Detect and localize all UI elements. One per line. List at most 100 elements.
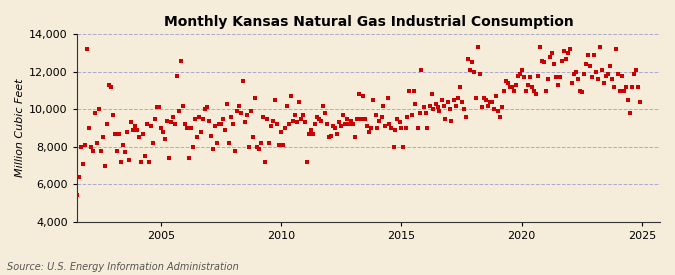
- Point: [282, 103, 293, 108]
- Point: [59, 128, 70, 132]
- Point: [446, 118, 457, 123]
- Point: [330, 126, 341, 130]
- Point: [386, 126, 397, 130]
- Point: [97, 135, 108, 140]
- Point: [504, 85, 515, 89]
- Point: [626, 85, 637, 89]
- Point: [270, 98, 281, 102]
- Point: [502, 81, 513, 85]
- Point: [418, 105, 429, 110]
- Point: [374, 118, 385, 123]
- Point: [434, 109, 445, 113]
- Point: [250, 96, 261, 100]
- Point: [558, 49, 569, 53]
- Point: [178, 103, 188, 108]
- Point: [254, 147, 265, 151]
- Point: [132, 128, 142, 132]
- Point: [300, 120, 310, 125]
- Point: [156, 126, 167, 130]
- Point: [494, 115, 505, 119]
- Point: [498, 88, 509, 93]
- Point: [262, 116, 273, 121]
- Point: [134, 135, 144, 140]
- Point: [226, 115, 237, 119]
- Point: [136, 160, 146, 164]
- Point: [366, 126, 377, 130]
- Point: [448, 98, 459, 102]
- Point: [352, 116, 363, 121]
- Point: [252, 145, 263, 149]
- Point: [432, 105, 443, 110]
- Point: [242, 113, 252, 117]
- Point: [552, 83, 563, 87]
- Point: [546, 51, 557, 55]
- Point: [334, 120, 345, 125]
- Point: [306, 128, 317, 132]
- Point: [256, 141, 267, 145]
- Point: [80, 143, 90, 147]
- Point: [472, 45, 483, 50]
- Point: [479, 96, 489, 100]
- Point: [514, 72, 525, 76]
- Point: [583, 53, 593, 57]
- Point: [157, 130, 168, 134]
- Point: [611, 47, 622, 51]
- Point: [302, 160, 313, 164]
- Point: [221, 101, 232, 106]
- Point: [597, 68, 608, 72]
- Point: [115, 160, 126, 164]
- Point: [564, 47, 575, 51]
- Point: [324, 135, 335, 140]
- Point: [464, 68, 475, 72]
- Point: [468, 70, 479, 74]
- Point: [566, 81, 577, 85]
- Point: [274, 143, 285, 147]
- Point: [84, 126, 95, 130]
- Point: [78, 161, 88, 166]
- Point: [163, 156, 174, 160]
- Point: [536, 58, 547, 63]
- Point: [234, 103, 244, 108]
- Point: [61, 145, 72, 149]
- Point: [382, 96, 393, 100]
- Point: [376, 115, 387, 119]
- Point: [82, 47, 92, 51]
- Point: [169, 122, 180, 127]
- Point: [442, 100, 453, 104]
- Point: [531, 92, 541, 97]
- Point: [496, 105, 507, 110]
- Point: [554, 75, 565, 80]
- Point: [430, 101, 441, 106]
- Point: [602, 72, 613, 76]
- Point: [533, 73, 543, 78]
- Point: [612, 72, 623, 76]
- Point: [460, 115, 471, 119]
- Point: [591, 70, 601, 74]
- Point: [119, 150, 130, 155]
- Point: [370, 113, 381, 117]
- Point: [454, 85, 465, 89]
- Point: [238, 79, 248, 83]
- Point: [456, 100, 467, 104]
- Text: Source: U.S. Energy Information Administration: Source: U.S. Energy Information Administ…: [7, 262, 238, 272]
- Point: [101, 122, 112, 127]
- Point: [188, 145, 198, 149]
- Point: [138, 131, 148, 136]
- Point: [587, 75, 597, 80]
- Point: [368, 98, 379, 102]
- Point: [230, 148, 240, 153]
- Point: [184, 156, 194, 160]
- Y-axis label: Million Cubic Feet: Million Cubic Feet: [15, 79, 25, 177]
- Point: [593, 77, 603, 81]
- Point: [508, 88, 519, 93]
- Point: [332, 131, 343, 136]
- Point: [614, 88, 625, 93]
- Point: [284, 122, 294, 127]
- Point: [490, 94, 501, 98]
- Point: [310, 122, 321, 127]
- Point: [217, 116, 228, 121]
- Point: [342, 116, 353, 121]
- Point: [236, 111, 246, 115]
- Point: [424, 103, 435, 108]
- Point: [380, 124, 391, 128]
